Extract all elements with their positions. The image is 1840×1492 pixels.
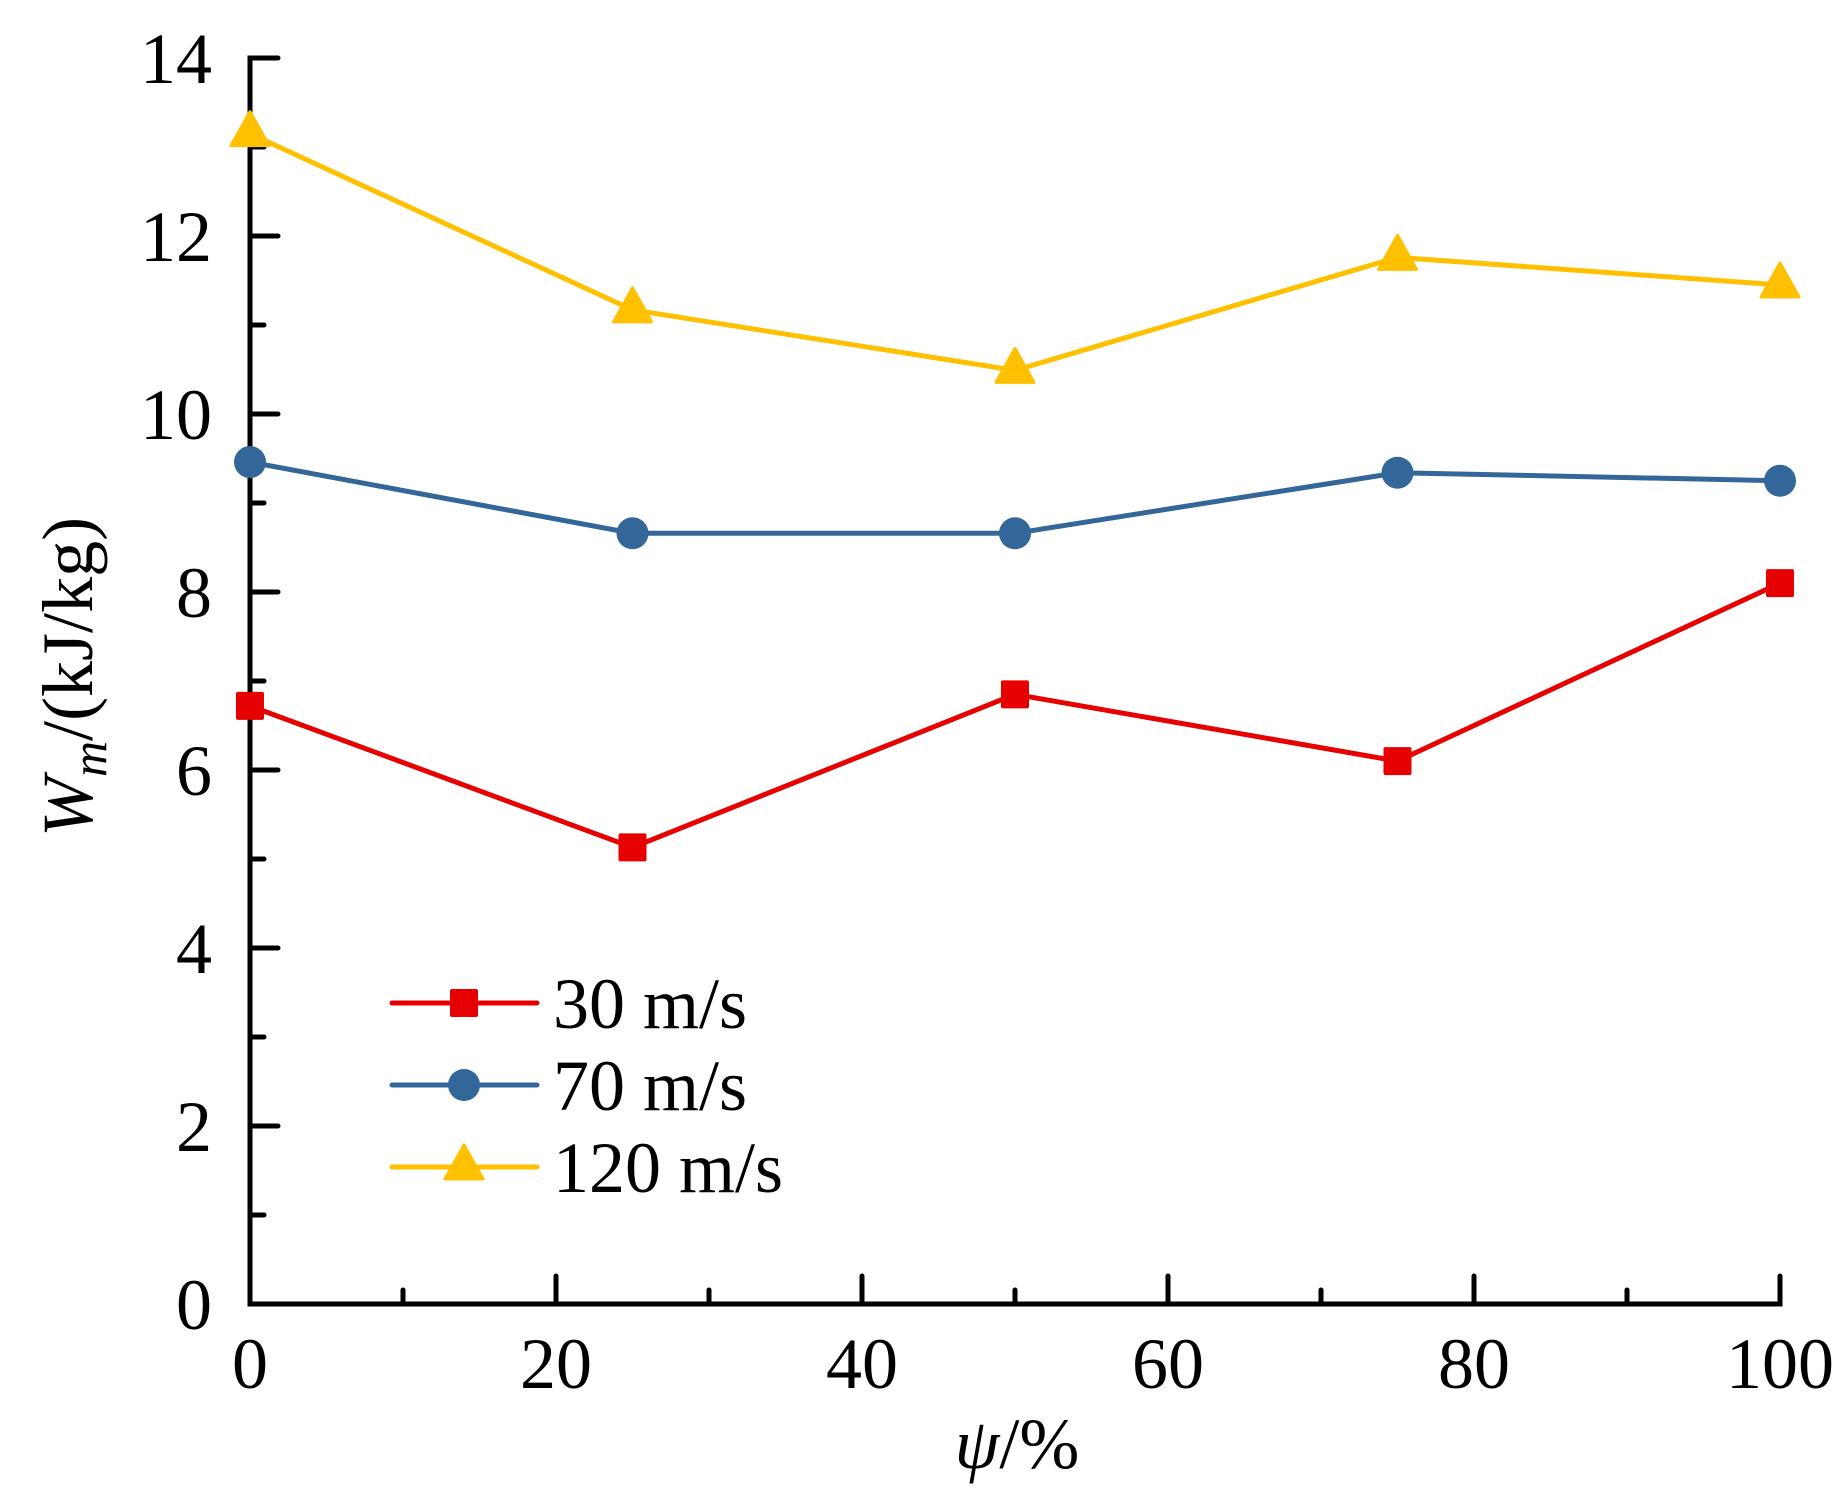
series-line (248, 131, 1781, 373)
y-tick-label: 0 (176, 1265, 212, 1345)
square-marker (618, 833, 647, 862)
x-tick-label: 80 (1438, 1324, 1510, 1404)
square-marker (236, 691, 264, 720)
y-axis-title: Wm/(kJ/kg) (28, 517, 117, 837)
circle-marker (1381, 456, 1414, 489)
triangle-marker (1759, 261, 1801, 299)
x-tick-label: 100 (1726, 1324, 1834, 1404)
y-tick-label: 12 (140, 197, 212, 277)
y-tick-label: 6 (176, 731, 212, 811)
series-layer (229, 110, 1801, 862)
triangle-marker (612, 286, 653, 324)
triangle-marker (229, 110, 271, 148)
series-120-m-s (229, 110, 1801, 384)
x-ticks: 0 20 40 60 80 100 (232, 1273, 1834, 1404)
legend-item: 30 m/s (389, 964, 747, 1044)
legend-label: 120 m/s (553, 1128, 783, 1208)
series-line (249, 580, 1782, 850)
series-70-m-s (234, 446, 1796, 550)
circle-marker (234, 446, 266, 479)
legend-circle-marker (448, 1069, 480, 1101)
x-tick-label: 40 (826, 1324, 898, 1404)
square-marker (1766, 569, 1794, 598)
legend-item: 70 m/s (389, 1046, 747, 1126)
x-title-unit: /% (999, 1404, 1079, 1484)
x-tick-label: 20 (520, 1324, 592, 1404)
y-tick-label: 2 (176, 1087, 212, 1167)
square-marker (1001, 680, 1029, 709)
triangle-marker (994, 346, 1036, 384)
y-title-unit: /(kJ/kg) (28, 517, 108, 741)
circle-marker (1764, 464, 1796, 497)
circle-marker (999, 517, 1031, 550)
legend-square-marker (450, 989, 478, 1017)
series-30-m-s (236, 569, 1794, 862)
axes: 0 2 4 6 8 10 12 14 0 20 40 60 80 100 (140, 19, 1834, 1404)
circle-marker (616, 517, 649, 550)
x-tick-label: 60 (1132, 1324, 1204, 1404)
legend-item: 120 m/s (389, 1128, 783, 1208)
x-axis-title: ψ/% (955, 1404, 1080, 1484)
legend-label: 30 m/s (553, 964, 747, 1044)
legend-label: 70 m/s (553, 1046, 747, 1126)
square-marker (1383, 747, 1412, 776)
y-tick-label: 10 (140, 375, 212, 455)
y-tick-label: 4 (176, 909, 212, 989)
legend-triangle-marker (443, 1143, 485, 1181)
y-tick-label: 8 (176, 553, 212, 633)
x-tick-label: 0 (232, 1324, 268, 1404)
triangle-marker (1377, 233, 1418, 271)
y-title-subscript: m (61, 741, 117, 777)
x-title-var: ψ (955, 1404, 1001, 1484)
y-ticks: 0 2 4 6 8 10 12 14 (140, 19, 281, 1345)
y-title-var: W (28, 771, 108, 837)
y-tick-label: 14 (140, 19, 212, 99)
